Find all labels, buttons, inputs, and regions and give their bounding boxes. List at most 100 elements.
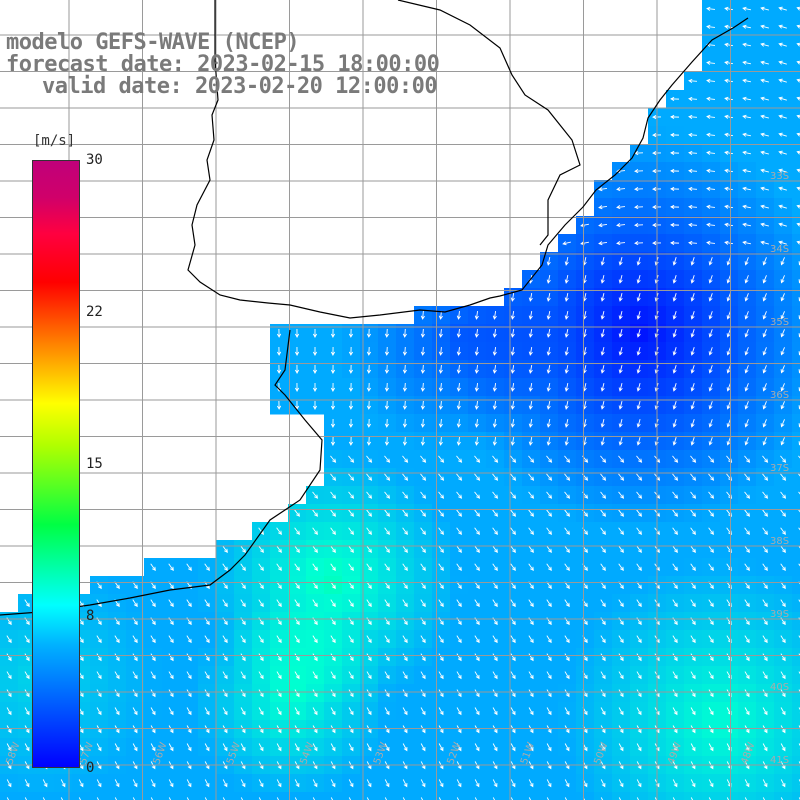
- wind-arrow: [312, 779, 318, 788]
- title-line-model: modelo GEFS-WAVE (NCEP): [6, 30, 300, 55]
- title-line-forecast-date: forecast date: 2023-02-15 18:00:00: [6, 52, 440, 77]
- wind-arrow: [456, 491, 463, 499]
- wind-arrow: [762, 545, 768, 554]
- wind-arrow: [708, 275, 713, 284]
- wind-arrow: [132, 635, 138, 644]
- wind-arrow: [78, 779, 84, 788]
- wind-arrow: [618, 347, 623, 356]
- wind-arrow: [168, 743, 174, 752]
- wind-arrow: [492, 563, 498, 572]
- wind-arrow: [114, 743, 120, 752]
- wind-arrow: [564, 436, 569, 446]
- wind-arrow: [706, 96, 716, 101]
- wind-arrow: [618, 365, 623, 374]
- wind-arrow: [276, 779, 282, 788]
- wind-arrow: [778, 186, 787, 191]
- wind-arrow: [780, 707, 786, 716]
- wind-speed-cell: [792, 630, 800, 649]
- wind-arrow: [438, 436, 443, 446]
- wind-arrow: [672, 527, 678, 535]
- wind-arrow: [528, 545, 534, 554]
- wind-arrow: [438, 509, 444, 517]
- wind-arrow: [276, 527, 282, 535]
- wind-arrow: [276, 545, 282, 554]
- wind-arrow: [546, 671, 552, 680]
- wind-arrow: [402, 418, 407, 428]
- wind-arrow: [744, 401, 749, 410]
- wind-speed-cell: [792, 216, 800, 235]
- colorbar-tick-22: 22: [86, 304, 103, 320]
- wind-arrow: [348, 707, 354, 716]
- wind-arrow: [724, 114, 734, 119]
- wind-arrow: [690, 419, 695, 428]
- wind-speed-cell: [360, 792, 379, 800]
- wind-arrow: [528, 436, 533, 446]
- wind-arrow: [384, 364, 389, 374]
- wind-arrow: [6, 797, 10, 800]
- wind-arrow: [474, 689, 480, 698]
- wind-arrow: [780, 347, 785, 356]
- latitude-label: 37S: [770, 463, 789, 474]
- wind-arrow: [546, 346, 551, 356]
- wind-arrow: [690, 545, 696, 554]
- wind-arrow: [474, 545, 480, 554]
- wind-arrow: [688, 168, 698, 173]
- wind-arrow: [708, 671, 714, 680]
- wind-arrow: [348, 743, 354, 752]
- wind-arrow: [744, 293, 749, 302]
- wind-arrow: [780, 365, 785, 374]
- wind-arrow: [438, 418, 443, 428]
- wind-arrow: [672, 365, 677, 374]
- wind-arrow: [258, 563, 264, 572]
- wind-arrow: [564, 671, 570, 680]
- wind-arrow: [778, 114, 787, 119]
- wind-arrow: [402, 689, 408, 698]
- wind-arrow: [438, 400, 443, 410]
- wind-arrow: [618, 545, 624, 554]
- wind-arrow: [204, 635, 210, 644]
- wind-arrow: [330, 743, 336, 752]
- wind-arrow: [780, 689, 786, 698]
- wind-arrow: [330, 599, 336, 608]
- wind-arrow: [600, 473, 607, 481]
- wind-arrow: [690, 275, 695, 284]
- wind-arrow: [634, 222, 644, 228]
- wind-arrow: [724, 150, 734, 155]
- wind-arrow: [276, 328, 282, 338]
- wind-speed-cell: [792, 378, 800, 397]
- colorbar-tick-30: 30: [86, 152, 103, 168]
- wind-arrow: [456, 400, 461, 410]
- wind-arrow: [6, 635, 12, 644]
- wind-speed-cell: [216, 792, 235, 800]
- wind-arrow: [778, 60, 787, 65]
- wind-arrow: [744, 743, 750, 752]
- wind-arrow: [778, 240, 787, 245]
- wind-arrow: [618, 293, 623, 302]
- wind-arrow: [762, 275, 767, 284]
- wind-arrow: [366, 545, 372, 554]
- wind-arrow: [474, 364, 479, 374]
- wind-speed-cell: [522, 792, 541, 800]
- wind-arrow: [456, 473, 463, 481]
- wind-arrow: [672, 293, 677, 302]
- wind-arrow: [510, 292, 515, 302]
- wind-arrow: [222, 653, 228, 662]
- wind-speed-cell: [792, 432, 800, 451]
- wind-arrow: [798, 545, 800, 552]
- wind-arrow: [294, 743, 300, 752]
- wind-arrow: [708, 311, 713, 320]
- wind-arrow: [294, 400, 300, 410]
- wind-arrow: [24, 779, 30, 788]
- wind-arrow: [384, 743, 390, 752]
- wind-arrow: [636, 419, 641, 428]
- wind-arrow: [708, 293, 713, 302]
- wind-arrow: [690, 599, 696, 608]
- wind-arrow: [456, 599, 462, 608]
- wind-arrow: [150, 563, 156, 572]
- wind-arrow: [420, 310, 425, 320]
- wind-arrow: [600, 383, 605, 392]
- wind-arrow: [688, 204, 698, 209]
- wind-arrow: [366, 707, 372, 716]
- wind-speed-cell: [576, 792, 595, 800]
- wind-speed-cell: [0, 792, 19, 800]
